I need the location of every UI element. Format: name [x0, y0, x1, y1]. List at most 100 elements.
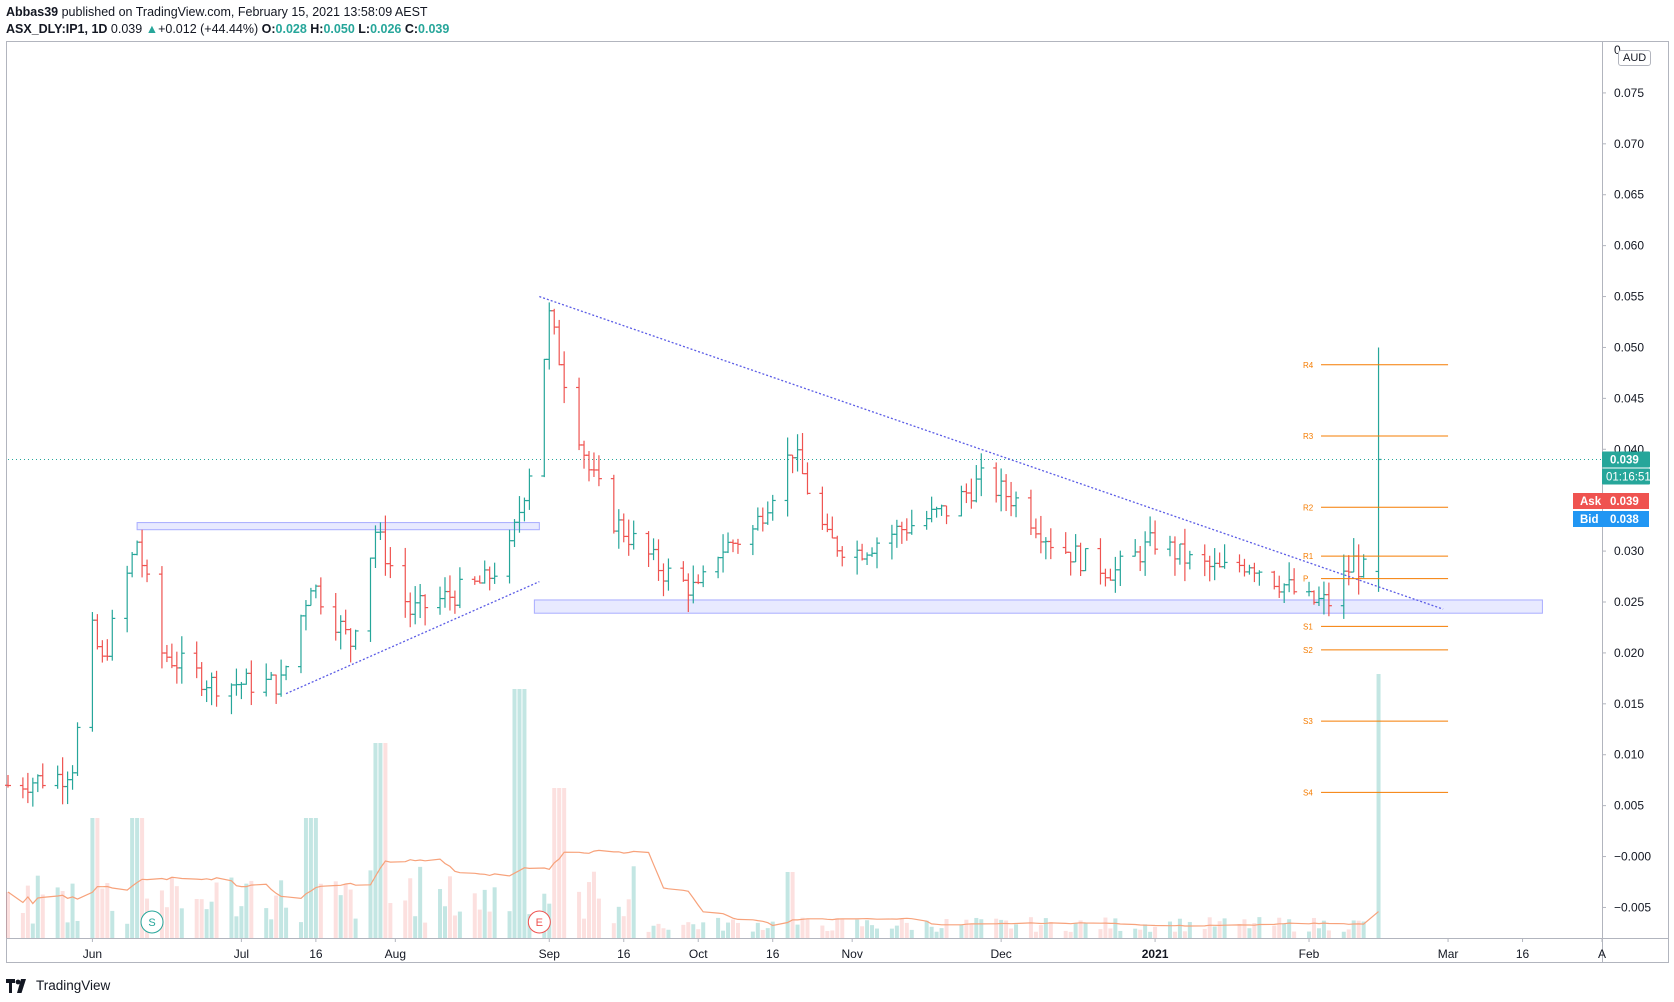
resistance-zone — [136, 522, 540, 531]
ohlc-bar — [99, 640, 106, 663]
tradingview-footer[interactable]: TradingView — [6, 978, 110, 993]
ohlc-bar — [248, 660, 255, 706]
volume-bar — [140, 818, 145, 938]
volume-bar — [209, 901, 214, 938]
last-price-tag-text: 0.039 — [1610, 454, 1639, 466]
ohlc-bar — [203, 680, 210, 703]
ohlc-bar — [178, 636, 185, 684]
ohlc-bar — [943, 505, 950, 525]
volume-bar — [1172, 931, 1177, 938]
ohlc-bar — [655, 539, 662, 581]
ohlc-bar — [1142, 531, 1149, 576]
ohlc-bar — [1291, 568, 1298, 595]
ohlc-bar — [784, 437, 791, 517]
volume-bar — [130, 818, 135, 938]
volume-bar — [994, 918, 999, 938]
volume-bar — [135, 818, 140, 938]
volume-bar — [1043, 918, 1048, 938]
volume-bar — [333, 881, 338, 938]
volume-bar — [105, 883, 110, 938]
volume-bar — [1252, 923, 1257, 938]
pivot-label-s1: S1 — [1303, 622, 1313, 631]
y-tick-label: 0.045 — [1614, 391, 1644, 405]
volume-bar — [904, 922, 909, 938]
currency-label[interactable]: AUD — [1618, 50, 1652, 66]
volume-bar — [1207, 917, 1212, 938]
volume-bar — [765, 928, 770, 938]
volume-bar — [1321, 920, 1326, 938]
ohlc-bar — [734, 538, 741, 554]
ohlc-bar — [59, 757, 66, 805]
y-tick-label: 0.015 — [1614, 697, 1644, 711]
y-tick-label: 0.075 — [1614, 86, 1644, 100]
volume-bar — [452, 915, 457, 938]
ohlc-bar — [799, 433, 806, 475]
volume-bar — [169, 877, 174, 938]
volume-bar — [691, 924, 696, 938]
ohlc-bar — [978, 453, 985, 497]
volume-bar — [735, 922, 740, 938]
volume-bar — [164, 907, 169, 938]
volume-bar — [442, 906, 447, 938]
volume-bar — [174, 886, 179, 938]
volume-bar — [279, 880, 284, 938]
tradingview-logo-icon — [6, 978, 26, 993]
volume-bar — [378, 743, 383, 938]
ohlc-bar — [332, 592, 339, 641]
volume-bar — [964, 919, 969, 938]
x-tick-label: Dec — [990, 947, 1011, 961]
ohlc-bar — [1152, 520, 1159, 555]
volume-bar — [418, 866, 423, 938]
ohlc-bar — [1003, 474, 1010, 512]
y-tick-label: 0.060 — [1614, 239, 1644, 253]
ohlc-bar — [5, 774, 11, 788]
volume-bar — [889, 928, 894, 938]
ohlc-bar — [163, 644, 170, 663]
volume-bar — [40, 894, 45, 938]
volume-bar — [477, 909, 482, 938]
ohlc-bar — [829, 516, 836, 539]
ohlc-bar — [1082, 547, 1089, 572]
y-tick-label: 0.010 — [1614, 748, 1644, 762]
ohlc-bar — [64, 771, 71, 805]
volume-bar — [1282, 923, 1287, 938]
volume-bar — [1222, 918, 1227, 938]
ohlc-bar — [1221, 544, 1228, 569]
open-label: O: — [261, 22, 276, 36]
ohlc-bar — [1345, 555, 1352, 586]
ohlc-bar — [407, 592, 414, 628]
volume-bar — [785, 872, 790, 938]
volume-bar — [865, 920, 870, 938]
volume-bar — [482, 889, 487, 938]
y-tick-label: 0.070 — [1614, 137, 1644, 151]
ohlc-bar — [720, 534, 727, 573]
high-label: H: — [310, 22, 324, 36]
ohlc-bar — [759, 507, 766, 532]
volume-bar — [1242, 919, 1247, 938]
pivot-label-p: P — [1303, 575, 1308, 584]
volume-bar — [1033, 931, 1038, 938]
ohlc-bar — [89, 612, 96, 732]
volume-bar — [373, 743, 378, 938]
volume-bar — [944, 919, 949, 938]
volume-bar — [716, 917, 721, 938]
ohlc-bar — [834, 535, 841, 557]
volume-bar — [1212, 926, 1217, 938]
ohlc-bar — [1325, 582, 1332, 617]
volume-bar — [1113, 918, 1118, 938]
ask-tag-value: 0.039 — [1610, 496, 1639, 508]
x-tick-label: Jul — [234, 947, 249, 961]
ohlc-bar — [1067, 551, 1074, 576]
ohlc-bar — [551, 308, 558, 335]
symbol-label[interactable]: ASX_DLY:IP1, 1D — [6, 22, 108, 36]
ohlc-bar — [1276, 575, 1283, 598]
volume-bar — [974, 917, 979, 938]
author-name[interactable]: Abbas39 — [6, 5, 59, 19]
volume-bar — [298, 922, 303, 938]
volume-bar — [1138, 929, 1143, 938]
ohlc-bar — [233, 668, 240, 696]
x-tick-label: Jun — [83, 947, 102, 961]
ohlc-bar — [317, 577, 324, 615]
volume-bar — [870, 925, 875, 938]
